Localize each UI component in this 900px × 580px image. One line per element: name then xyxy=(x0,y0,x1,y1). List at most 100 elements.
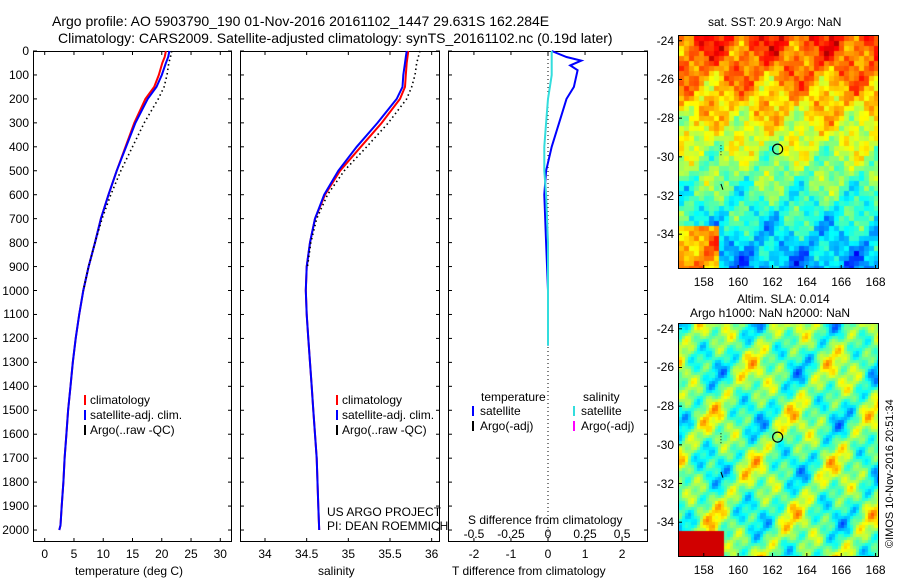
depth-tick-label: 2000 xyxy=(2,523,29,538)
map-lon-tick-label: 164 xyxy=(796,563,817,577)
s-diff-tick-label: 0 xyxy=(544,527,552,541)
legend-label: Argo(..raw -QC) xyxy=(342,423,427,437)
sla-heatmap xyxy=(679,324,878,556)
legend-title-salinity: salinity xyxy=(583,390,620,404)
map-lon-tick-label: 166 xyxy=(831,563,852,577)
x-tick-label: 5 xyxy=(70,547,78,561)
map-lon-tick-label: 168 xyxy=(865,275,886,289)
x-tick-label: -2 xyxy=(468,547,480,561)
s-diff-tick-label: -0.5 xyxy=(463,527,485,541)
series-line-climatology xyxy=(304,50,410,531)
depth-tick-label: 1700 xyxy=(2,451,29,466)
map-lat-tick-label: -28 xyxy=(656,111,674,126)
legend-label: Argo(-adj) xyxy=(581,419,635,433)
map-lat-tick-label: -34 xyxy=(656,515,674,530)
map-lon-tick-label: 160 xyxy=(728,563,749,577)
legend-label: Argo(..raw -QC) xyxy=(90,423,175,437)
temperature-xlabel: temperature (deg C) xyxy=(75,564,184,578)
depth-tick-label: 300 xyxy=(8,115,29,130)
depth-tick-label: 1500 xyxy=(2,403,29,418)
depth-tick-label: 1200 xyxy=(2,331,29,346)
x-tick-label: 2 xyxy=(618,547,626,561)
header-line-2: Climatology: CARS2009. Satellite-adjuste… xyxy=(58,30,613,46)
s-difference-label: S difference from climatology xyxy=(468,513,623,527)
x-tick-label: 20 xyxy=(155,547,169,561)
map-lon-tick-label: 168 xyxy=(865,563,886,577)
x-tick-label: 0 xyxy=(41,547,49,561)
depth-tick-label: 700 xyxy=(8,211,29,226)
legend-label: Argo(-adj) xyxy=(480,419,534,433)
sla-map xyxy=(678,323,879,557)
x-tick-label: 34.5 xyxy=(294,547,319,561)
sst-map xyxy=(678,35,879,269)
sst-heatmap xyxy=(679,36,878,268)
depth-tick-label: 1100 xyxy=(3,307,29,322)
depth-tick-label: 200 xyxy=(8,91,29,106)
x-tick-label: 25 xyxy=(184,547,198,561)
legend-label: satellite-adj. clim. xyxy=(342,408,435,422)
x-tick-label: 10 xyxy=(96,547,110,561)
map-lon-tick-label: 164 xyxy=(796,275,817,289)
legend-label: satellite xyxy=(581,404,622,418)
salinity-xlabel: salinity xyxy=(318,564,355,578)
s-diff-tick-label: 0.5 xyxy=(613,527,631,541)
t-difference-label: T difference from climatology xyxy=(452,564,606,578)
map-lat-tick-label: -30 xyxy=(656,437,674,452)
map-lat-tick-label: -30 xyxy=(656,149,674,164)
x-tick-label: 34 xyxy=(258,547,272,561)
legend-title-temperature: temperature xyxy=(481,390,546,404)
depth-tick-label: 1900 xyxy=(2,499,29,514)
legend-label: satellite-adj. clim. xyxy=(90,408,183,422)
legend-label: climatology xyxy=(90,393,151,407)
series-line-climatology xyxy=(58,50,167,531)
series-line-argo-raw-qc- xyxy=(82,50,173,291)
map-lon-tick-label: 166 xyxy=(831,275,852,289)
map-lat-tick-label: -28 xyxy=(656,399,674,414)
series-line-temperature-satellite xyxy=(543,50,585,346)
map-lon-tick-label: 162 xyxy=(762,563,783,577)
map-lon-tick-label: 158 xyxy=(693,563,714,577)
depth-tick-label: 100 xyxy=(8,67,29,82)
x-tick-label: -1 xyxy=(505,547,517,561)
depth-tick-label: 0 xyxy=(22,44,29,58)
sla-map-title-2: Argo h1000: NaN h2000: NaN xyxy=(690,306,851,320)
map-lon-tick-label: 158 xyxy=(693,275,714,289)
depth-tick-label: 1300 xyxy=(2,355,29,370)
x-tick-label: 30 xyxy=(213,547,227,561)
legend-label: satellite xyxy=(480,404,521,418)
x-tick-label: 36 xyxy=(424,547,439,561)
depth-tick-label: 900 xyxy=(8,259,29,274)
map-lon-tick-label: 160 xyxy=(728,275,749,289)
pi-annotation: PI: DEAN ROEMMICH xyxy=(327,519,449,533)
argo-location-marker xyxy=(772,431,784,443)
depth-tick-label: 1000 xyxy=(2,283,29,298)
s-diff-tick-label: -0.25 xyxy=(497,527,525,541)
depth-tick-label: 600 xyxy=(8,187,29,202)
map-lat-tick-label: -24 xyxy=(656,33,674,48)
series-line-salinity-satellite xyxy=(543,51,553,346)
map-lat-tick-label: -32 xyxy=(656,476,674,491)
x-tick-label: 35.5 xyxy=(378,547,402,561)
x-tick-label: 15 xyxy=(125,547,140,561)
argo-location-marker xyxy=(772,143,784,155)
x-tick-label: 35 xyxy=(341,547,355,561)
project-annotation: US ARGO PROJECT xyxy=(327,505,442,519)
s-diff-tick-label: 0.25 xyxy=(573,527,597,541)
track-marker xyxy=(720,471,724,478)
series-line-satellite-adj-clim- xyxy=(58,50,171,531)
map-lon-tick-label: 162 xyxy=(762,275,783,289)
depth-tick-label: 800 xyxy=(8,235,29,250)
depth-tick-label: 400 xyxy=(8,139,29,154)
header-line-1: Argo profile: AO 5903790_190 01-Nov-2016… xyxy=(52,13,550,29)
legend-label: climatology xyxy=(342,393,403,407)
map-lat-tick-label: -26 xyxy=(656,360,674,375)
series-line-satellite-adj-clim- xyxy=(304,50,408,531)
depth-tick-label: 1600 xyxy=(2,427,29,442)
sla-map-title-1: Altim. SLA: 0.014 xyxy=(737,292,830,306)
depth-tick-label: 1400 xyxy=(2,379,29,394)
map-lat-tick-label: -34 xyxy=(656,227,674,242)
depth-tick-label: 1800 xyxy=(2,475,29,490)
sst-map-title: sat. SST: 20.9 Argo: NaN xyxy=(708,15,842,29)
track-marker xyxy=(720,183,724,190)
